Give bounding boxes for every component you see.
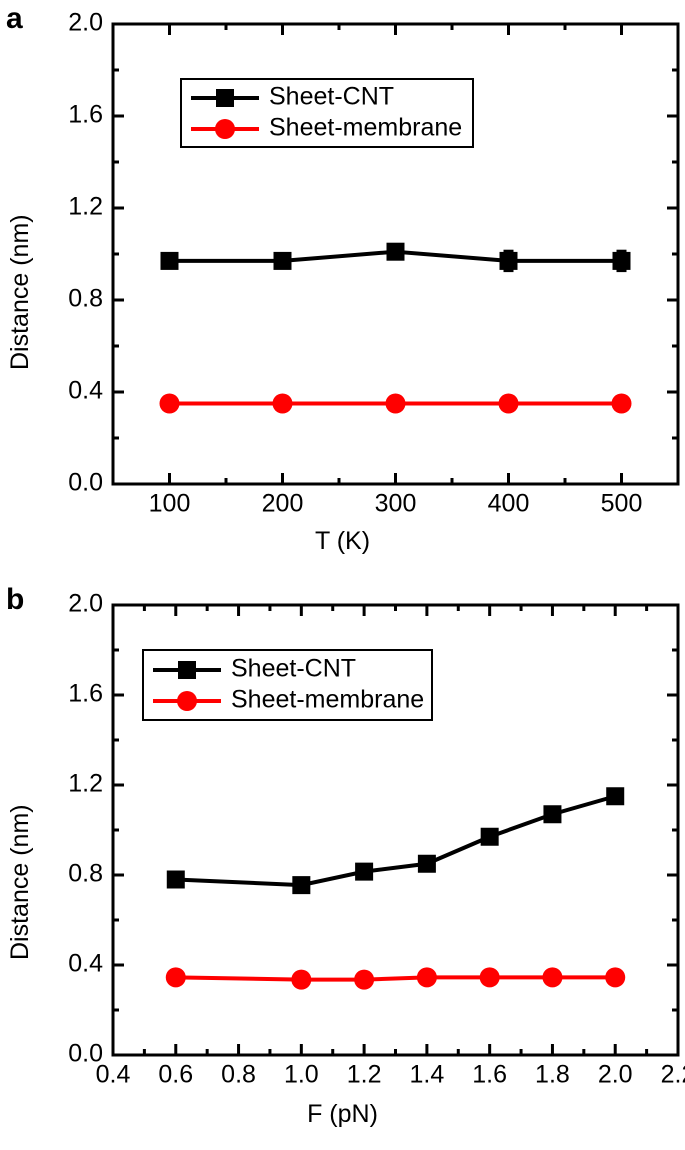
data-point-marker	[416, 967, 437, 988]
data-point-marker	[292, 876, 311, 895]
data-point-marker	[499, 251, 518, 270]
y-tick-label: 0.4	[68, 950, 103, 978]
y-tick-label: 1.2	[68, 770, 103, 798]
y-tick-label: 1.6	[68, 680, 103, 708]
panel-b-plot: 0.40.60.81.01.21.41.61.82.02.20.00.40.81…	[68, 590, 685, 1089]
panel-a-label: a	[6, 2, 23, 35]
legend-label-1: Sheet-CNT	[269, 83, 394, 111]
x-tick-label: 1.0	[284, 1061, 319, 1089]
data-point-marker	[480, 827, 499, 846]
panel-a-plot: 100 200 300 400 500 0.0 0.4 0.8 1.2 1.6 2.0 Sheet-C…	[68, 9, 680, 518]
data-point-marker	[354, 969, 375, 990]
x-tick-label: 0.6	[158, 1061, 193, 1089]
x-tick-label: 100	[149, 490, 191, 518]
y-tick-label: 0.0	[68, 469, 103, 497]
y-tick-label: 0.0	[68, 1040, 103, 1068]
data-point-marker	[542, 967, 563, 988]
x-tick-label: 1.6	[472, 1061, 507, 1089]
panel-b-x-axis-label: F (pN)	[307, 1100, 378, 1128]
data-point-marker	[273, 251, 292, 270]
data-point-marker	[291, 969, 312, 990]
data-point-marker	[606, 787, 625, 806]
data-point-marker	[355, 862, 374, 881]
data-point-marker	[611, 393, 632, 414]
data-point-marker	[159, 393, 180, 414]
y-tick-label: 1.6	[68, 101, 103, 129]
legend-marker-circle	[177, 691, 197, 711]
y-tick-label: 1.2	[68, 193, 103, 221]
x-tick-label: 1.2	[347, 1061, 382, 1089]
y-tick-label: 0.4	[68, 377, 103, 405]
data-point-marker	[160, 251, 179, 270]
panel-a: a Distance (nm) T (K) 100 200 300 400 500 0.0…	[6, 2, 680, 555]
x-tick-label: 500	[601, 490, 643, 518]
x-tick-label: 1.8	[535, 1061, 570, 1089]
legend-marker-square	[178, 661, 196, 679]
legend-marker-square	[216, 89, 234, 107]
panel-b: b Distance (nm) F (pN) 0.4 0.6 0.8 1.0 1.2 1.…	[0, 575, 685, 1150]
data-point-marker	[417, 854, 436, 873]
data-point-marker	[498, 393, 519, 414]
panel-a-x-axis-label: T (K)	[314, 527, 371, 555]
y-tick-label: 2.0	[68, 9, 103, 37]
data-point-marker	[385, 393, 406, 414]
x-tick-label: 0.4	[96, 1061, 131, 1089]
y-tick-label: 0.8	[68, 285, 103, 313]
data-point-marker	[479, 967, 500, 988]
legend-label-2: Sheet-membrane	[269, 114, 462, 142]
legend-marker-circle	[215, 119, 235, 139]
data-point-marker	[386, 242, 405, 261]
x-tick-label: 2.0	[598, 1061, 633, 1089]
x-tick-label: 400	[488, 490, 530, 518]
data-point-marker	[165, 967, 186, 988]
x-tick-label: 2.2	[661, 1061, 685, 1089]
data-point-marker	[272, 393, 293, 414]
x-tick-label: 300	[375, 490, 417, 518]
panel-b-label: b	[6, 583, 25, 616]
y-tick-label: 0.8	[68, 860, 103, 888]
x-tick-label: 1.4	[410, 1061, 445, 1089]
legend-label-1: Sheet-CNT	[231, 655, 356, 683]
data-point-marker	[543, 805, 562, 824]
legend-label-2: Sheet-membrane	[231, 686, 424, 714]
y-tick-label: 2.0	[68, 590, 103, 618]
data-point-marker	[166, 870, 185, 889]
x-tick-label: 0.8	[221, 1061, 256, 1089]
data-point-marker	[605, 967, 626, 988]
data-point-marker	[612, 251, 631, 270]
x-tick-label: 200	[262, 490, 304, 518]
